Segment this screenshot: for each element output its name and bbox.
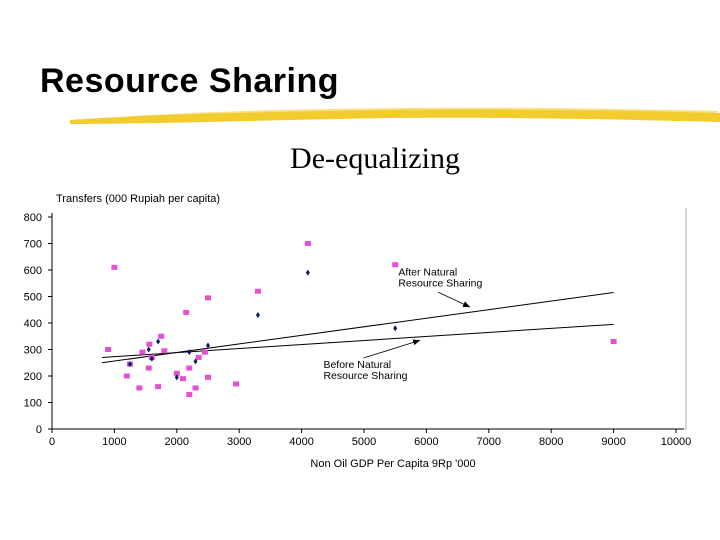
x-tick-label: 0 — [49, 436, 55, 448]
data-point-square — [146, 341, 153, 347]
annotation-arrow-line — [363, 339, 421, 359]
x-tick-label: 10000 — [661, 436, 692, 448]
data-point-diamond — [393, 325, 398, 332]
accent-brush-stroke — [70, 107, 720, 124]
trend-line — [101, 292, 614, 364]
data-point-diamond — [206, 342, 210, 349]
chart-axes — [51, 208, 687, 430]
data-point-square — [195, 354, 202, 360]
data-point-square — [205, 295, 211, 301]
data-point-square — [392, 262, 399, 268]
data-point-square — [136, 385, 143, 391]
x-tick-label: 4000 — [289, 436, 313, 448]
data-points — [105, 241, 617, 398]
data-point-square — [254, 288, 261, 294]
data-point-diamond — [146, 346, 151, 353]
annotation-label: Before Natural — [323, 359, 391, 371]
scatter-chart: Transfers (000 Rupiah per capita) 0 100 20… — [24, 193, 692, 470]
data-point-diamond — [128, 361, 132, 368]
y-tick-label: 600 — [24, 265, 42, 277]
data-point-square — [186, 365, 193, 371]
slide-title: Resource Sharing — [40, 62, 339, 100]
data-point-square — [161, 348, 168, 354]
x-tick-label: 7000 — [477, 436, 501, 448]
y-tick-label: 300 — [24, 345, 42, 357]
data-point-square — [111, 264, 118, 270]
data-point-square — [158, 333, 165, 339]
x-tick-label: 9000 — [601, 436, 625, 448]
data-point-square — [173, 370, 180, 376]
data-point-square — [139, 349, 146, 355]
y-tick-label: 100 — [24, 398, 42, 410]
y-tick-label: 700 — [24, 239, 42, 251]
data-point-square — [155, 384, 162, 390]
x-tick-label: 3000 — [227, 436, 251, 448]
x-tick-label: 1000 — [102, 436, 126, 448]
y-tick-labels: 0 100 200 300 400 500 600 700 800 — [24, 212, 52, 436]
y-tick-label: 200 — [24, 371, 42, 383]
data-point-square — [201, 349, 208, 355]
data-point-square — [186, 392, 193, 398]
data-point-square — [123, 373, 130, 379]
annotation-label: Resource Sharing — [398, 277, 482, 289]
y-tick-label: 800 — [24, 212, 42, 224]
data-point-square — [145, 365, 152, 371]
data-point-diamond — [187, 349, 192, 356]
data-point-square — [205, 374, 211, 380]
y-tick-label: 0 — [36, 424, 42, 436]
data-point-diamond — [193, 358, 198, 365]
data-point-diamond — [255, 312, 260, 319]
slide-subtitle: De-equalizing — [290, 142, 460, 175]
annotation-arrow-head — [412, 339, 421, 346]
annotation-label: After Natural — [398, 266, 457, 278]
data-point-diamond — [149, 355, 154, 362]
data-point-diamond — [156, 338, 161, 345]
data-point-square — [105, 347, 112, 352]
y-tick-label: 500 — [24, 292, 42, 304]
trend-lines — [101, 292, 614, 364]
x-tick-label: 6000 — [414, 436, 438, 448]
annotation-arrow-head — [462, 301, 471, 308]
trend-line — [101, 323, 614, 358]
x-tick-label: 2000 — [165, 436, 189, 448]
data-point-diamond — [174, 374, 179, 381]
data-point-square — [180, 376, 187, 382]
data-point-diamond — [305, 269, 310, 276]
data-point-square — [304, 241, 311, 246]
annotation-label: Resource Sharing — [323, 370, 407, 382]
x-axis-label: Non Oil GDP Per Capita 9Rp '000 — [310, 458, 475, 470]
x-tick-label: 5000 — [352, 436, 376, 448]
data-point-square — [192, 385, 199, 391]
x-tick-label: 8000 — [539, 436, 563, 448]
data-point-square — [610, 339, 617, 345]
y-axis-label: Transfers (000 Rupiah per capita) — [56, 193, 220, 205]
data-point-square — [233, 381, 240, 387]
x-tick-labels: 0 1000 2000 3000 4000 5000 6000 7000 8000 9000 100… — [49, 429, 691, 448]
y-tick-label: 400 — [24, 318, 42, 330]
data-point-square — [183, 309, 190, 315]
